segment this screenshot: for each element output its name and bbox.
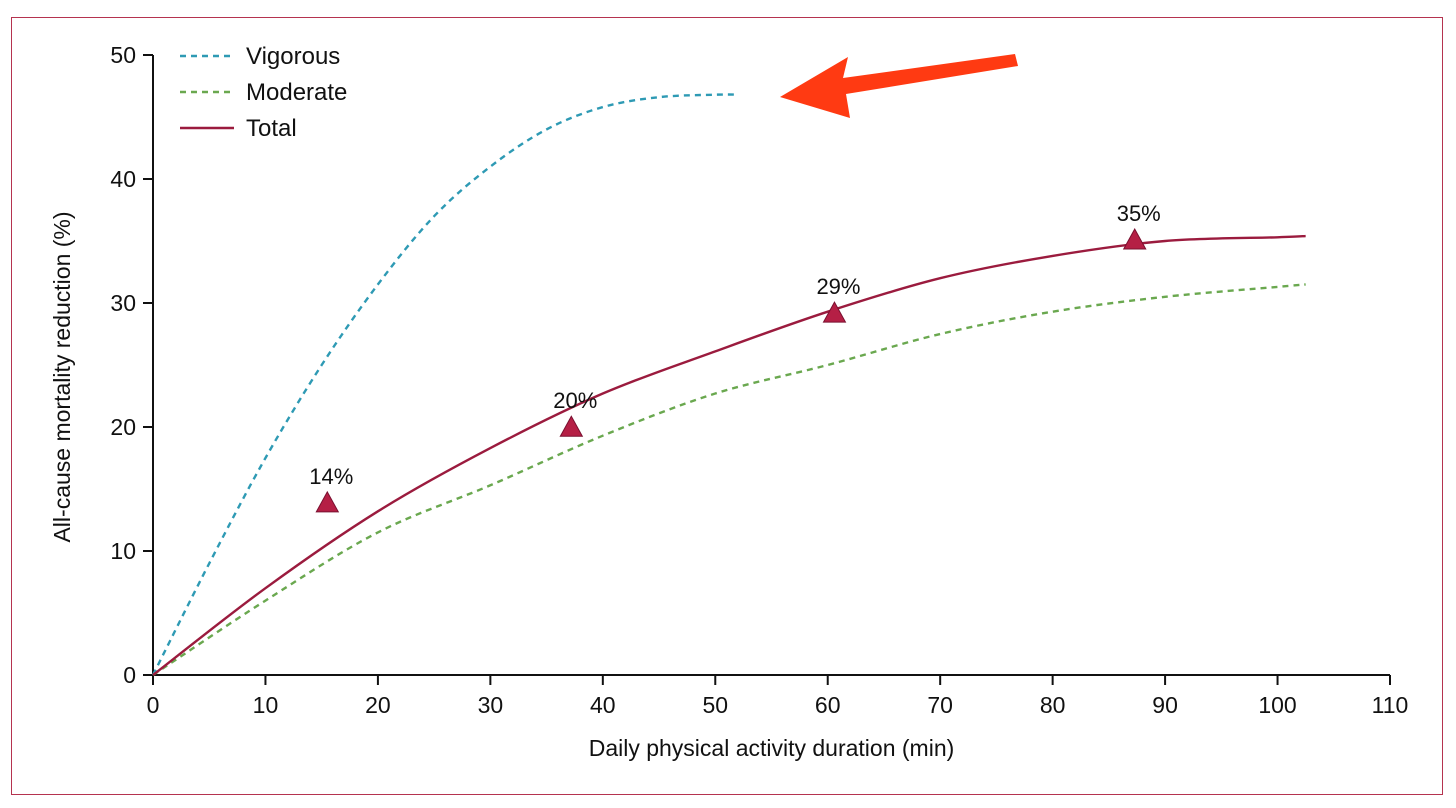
x-tick-label: 0 — [147, 692, 160, 718]
x-tick-label: 30 — [478, 692, 504, 718]
x-tick-label: 110 — [1372, 692, 1409, 718]
series-line-moderate — [152, 283, 1306, 677]
annotation-layer — [780, 54, 1018, 118]
data-point-label: 29% — [816, 274, 860, 299]
y-tick-label: 20 — [110, 414, 136, 440]
x-tick-label: 80 — [1040, 692, 1066, 718]
series-line-total — [152, 234, 1306, 676]
y-tick-label: 40 — [110, 166, 136, 192]
legend-label-moderate: Moderate — [246, 79, 347, 106]
x-tick-label: 60 — [815, 692, 841, 718]
axes: 0 10 20 30 40 50 60 70 80 90 100 110 0 10 20 30 40 50 Dail… — [49, 42, 1408, 761]
data-point-label: 35% — [1117, 201, 1161, 226]
legend-label-vigorous: Vigorous — [246, 43, 340, 70]
y-tick-label: 0 — [123, 662, 136, 688]
y-tick-label: 50 — [110, 42, 136, 68]
x-tick-label: 40 — [590, 692, 616, 718]
legend-label-total: Total — [246, 115, 297, 142]
x-axis-title: Daily physical activity duration (min) — [589, 735, 955, 761]
data-point-marker — [822, 301, 847, 323]
y-tick-label: 10 — [110, 538, 136, 564]
series-line-vigorous — [151, 93, 738, 676]
y-axis-title: All-cause mortality reduction (%) — [49, 211, 75, 542]
x-tick-label: 100 — [1258, 692, 1296, 718]
chart-frame — [11, 17, 1443, 795]
y-tick-label: 30 — [110, 290, 136, 316]
legend: Vigorous Moderate Total — [180, 43, 347, 142]
data-point-marker — [1122, 227, 1147, 250]
marker-layer: 14% 20% 29% 35% — [309, 201, 1161, 513]
data-point-marker — [315, 490, 340, 513]
data-point-label: 20% — [553, 388, 597, 413]
data-point-label: 14% — [309, 464, 353, 489]
x-tick-label: 10 — [253, 692, 279, 718]
x-tick-label: 50 — [702, 692, 728, 718]
x-tick-label: 90 — [1152, 692, 1178, 718]
series-layer — [151, 93, 1306, 677]
data-point-marker — [559, 415, 584, 437]
x-tick-label: 70 — [927, 692, 953, 718]
red-arrow-annotation — [780, 54, 1018, 118]
x-tick-label: 20 — [365, 692, 391, 718]
